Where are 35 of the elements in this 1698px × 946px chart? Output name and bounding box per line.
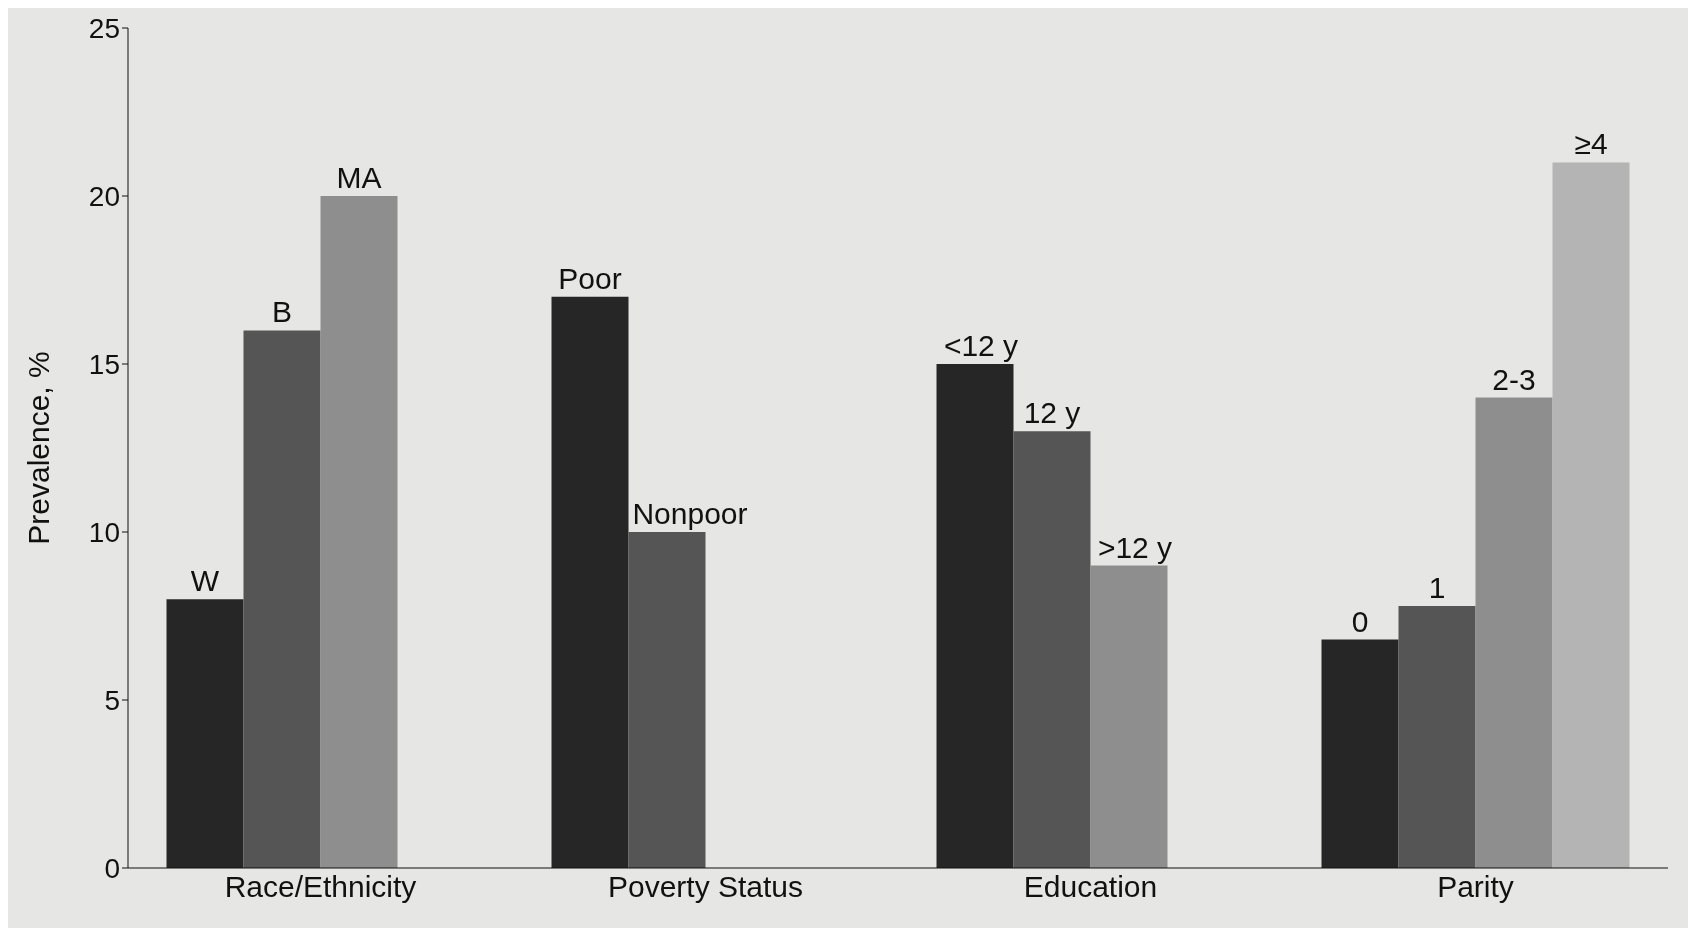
x-tick-label: Education (1023, 870, 1158, 904)
x-tick-label: Poverty Status (607, 870, 804, 904)
bar (243, 330, 321, 868)
bar (628, 532, 706, 868)
annotation: B (271, 295, 293, 329)
y-tick-label: 25 (88, 12, 120, 44)
x-tick-label: Parity (1437, 870, 1514, 904)
annotation: <12 y (943, 329, 1019, 362)
annotation: Nonpoor (632, 497, 748, 530)
bar (1090, 565, 1168, 868)
annotation: MA (336, 161, 382, 194)
annotation: >12 y (1097, 530, 1173, 564)
annotation: 1 (1428, 570, 1446, 604)
bar (1475, 397, 1553, 868)
y-tick-label: 0 (104, 852, 120, 884)
y-tick-label: 20 (88, 180, 120, 212)
annotation: 12 y (1023, 396, 1081, 430)
annotation: 0 (1351, 604, 1369, 638)
bar (551, 296, 629, 868)
y-tick-label: 15 (88, 348, 120, 380)
bar (1321, 639, 1399, 868)
x-tick-label: Race/Ethnicity (224, 870, 417, 904)
annotation: Poor (558, 261, 622, 295)
bar (166, 599, 244, 868)
y-tick-label: 5 (104, 684, 120, 716)
bar (1398, 605, 1476, 868)
bar (320, 196, 398, 868)
bar (936, 364, 1014, 868)
annotation: W (190, 564, 220, 598)
bar (1552, 162, 1630, 868)
y-tick-label: 10 (88, 516, 120, 548)
bar (1013, 431, 1091, 868)
y-axis-title: Prevalence, % (21, 351, 55, 545)
annotation: 2-3 (1492, 362, 1536, 396)
annotation: ≥4 (1574, 127, 1608, 161)
